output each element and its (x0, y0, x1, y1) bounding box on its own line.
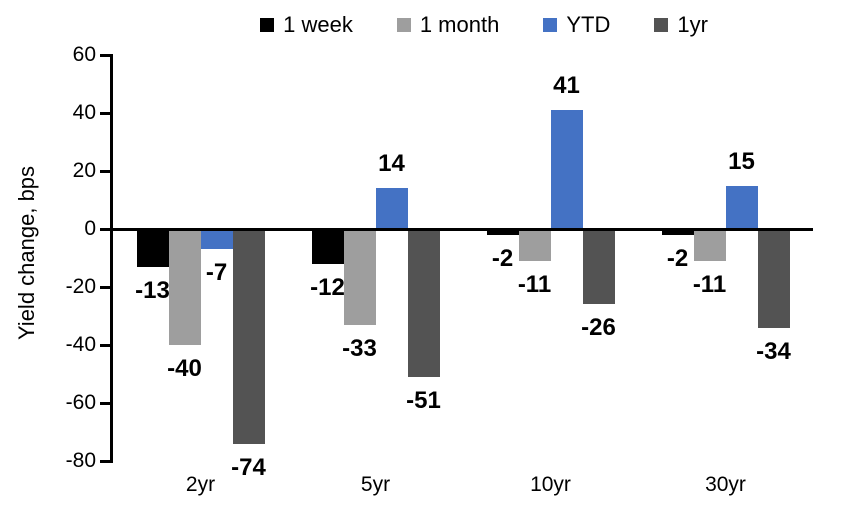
bar-1-week-2yr (136, 229, 169, 267)
bar-1-month-10yr (518, 229, 551, 261)
bar-1-month-2yr (168, 229, 201, 345)
bar-YTD-5yr (375, 188, 408, 229)
bar-value-label: -26 (581, 314, 616, 342)
bar-value-label: -74 (231, 453, 266, 481)
y-axis-line (110, 54, 113, 463)
legend-swatch-icon (654, 18, 669, 32)
y-axis-tick (100, 169, 113, 173)
bar-value-label: -11 (517, 270, 552, 298)
bar-1-month-5yr (343, 229, 376, 325)
y-axis-tick-label: -60 (65, 391, 96, 414)
y-axis-tick-label: -20 (65, 275, 96, 298)
y-axis-tick-label: 40 (72, 101, 96, 124)
bar-1-week-10yr (486, 229, 519, 235)
bar-1yr-2yr (232, 229, 265, 444)
chart-legend: 1 week 1 month YTD 1yr (150, 10, 818, 40)
zero-line (113, 227, 813, 231)
bar-YTD-2yr (200, 229, 233, 250)
bar-value-label: -13 (135, 276, 170, 304)
y-axis-tick-label: -80 (65, 449, 96, 472)
bar-1yr-5yr (407, 229, 440, 377)
x-axis-category-label: 5yr (360, 473, 391, 496)
legend-swatch-icon (260, 18, 275, 32)
legend-label: YTD (566, 12, 611, 37)
legend-item: 1 week (260, 12, 353, 38)
bar-value-label: -12 (310, 273, 345, 301)
legend-label: 1 month (419, 12, 500, 37)
bar-value-label: -2 (491, 244, 514, 272)
bar-1-week-30yr (661, 229, 694, 235)
bar-1yr-30yr (757, 229, 790, 328)
legend-swatch-icon (543, 18, 558, 32)
bar-1-week-5yr (311, 229, 344, 264)
bar-value-label: -11 (692, 270, 727, 298)
x-axis-category-label: 10yr (530, 473, 571, 496)
y-axis-tick-label: -40 (65, 333, 96, 356)
y-axis-tick (100, 285, 113, 289)
bar-value-label: -7 (205, 259, 228, 287)
y-axis-title: Yield change, bps (14, 165, 39, 341)
legend-label: 1yr (677, 12, 708, 37)
legend-item: 1yr (654, 12, 708, 38)
bar-1-month-30yr (693, 229, 726, 261)
bar-value-label: -34 (756, 337, 791, 365)
x-axis-category-label: 2yr (185, 473, 216, 496)
legend-item: 1 month (396, 12, 500, 38)
bar-YTD-30yr (725, 185, 758, 229)
bar-value-label: -2 (666, 244, 689, 272)
bar-value-label: -51 (406, 386, 441, 414)
y-axis-tick-label: 0 (84, 217, 96, 240)
bar-1yr-10yr (582, 229, 615, 305)
bar-value-label: 15 (728, 147, 755, 175)
x-axis-category-label: 30yr (705, 473, 746, 496)
legend-swatch-icon (396, 18, 411, 32)
bar-YTD-10yr (550, 110, 583, 229)
y-axis-tick (100, 343, 113, 347)
legend-label: 1 week (283, 12, 353, 37)
y-axis-tick-label: 60 (72, 43, 96, 66)
bar-value-label: -33 (342, 334, 377, 362)
y-axis-tick (100, 111, 113, 115)
bar-value-label: 14 (378, 150, 405, 178)
y-axis-tick (100, 401, 113, 405)
legend-item: YTD (543, 12, 610, 38)
y-axis-tick (100, 227, 113, 231)
y-axis-tick-label: 20 (72, 159, 96, 182)
bar-value-label: 41 (553, 72, 580, 100)
y-axis-tick (100, 53, 113, 57)
bar-value-label: -40 (167, 355, 202, 382)
y-axis-tick (100, 459, 113, 463)
